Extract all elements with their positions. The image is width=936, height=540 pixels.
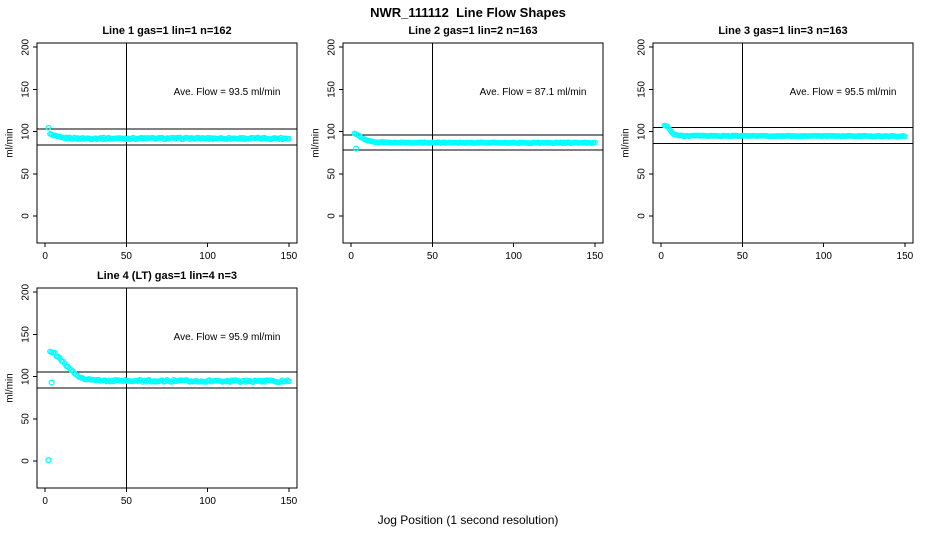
x-axis-label: Jog Position (1 second resolution): [377, 513, 559, 527]
plot-box: [36, 42, 298, 244]
y-tick-label: 50: [327, 168, 338, 180]
y-tick-label: 0: [21, 458, 32, 464]
x-axis: 0 50 100 150: [42, 488, 298, 507]
data-point: [592, 139, 598, 146]
x-tick-label: 150: [897, 251, 914, 262]
y-tick-label: 200: [637, 38, 648, 55]
x-tick-label: 100: [199, 251, 216, 262]
data-points: [661, 122, 908, 140]
x-tick-label: 150: [281, 251, 298, 262]
data-points: [351, 130, 598, 152]
y-axis-title: ml/min: [5, 373, 16, 402]
ave-flow-annotation: Ave. Flow = 95.5 ml/min: [790, 87, 897, 98]
panel-3: 0 50 100 150 0 50 100 150 200 ml/min Line 3 gas=1 …: [621, 25, 914, 262]
x-tick-label: 100: [505, 251, 522, 262]
x-tick-label: 0: [658, 251, 664, 262]
y-axis: 0 50 100 150 200 ml/min: [311, 38, 343, 219]
panel-title: Line 2 gas=1 lin=2 n=163: [408, 25, 537, 37]
y-tick-label: 100: [327, 123, 338, 140]
panel-title: Line 4 (LT) gas=1 lin=4 n=3: [97, 270, 237, 282]
data-points: [45, 348, 292, 464]
data-points: [45, 124, 292, 143]
x-tick-label: 0: [42, 496, 48, 507]
y-axis: 0 50 100 150 200 ml/min: [5, 283, 37, 464]
x-tick-label: 150: [587, 251, 604, 262]
x-tick-label: 50: [427, 251, 439, 262]
y-tick-label: 50: [637, 168, 648, 180]
y-axis: 0 50 100 150 200 ml/min: [5, 38, 37, 219]
x-tick-label: 50: [121, 496, 133, 507]
y-tick-label: 50: [21, 413, 32, 425]
y-tick-label: 150: [327, 81, 338, 98]
ave-flow-annotation: Ave. Flow = 87.1 ml/min: [480, 87, 587, 98]
panel-2: 0 50 100 150 0 50 100 150 200 ml/min Line 2 gas=1 …: [311, 25, 604, 262]
y-axis: 0 50 100 150 200 ml/min: [621, 38, 653, 219]
y-tick-label: 100: [21, 123, 32, 140]
panel-4: 0 50 100 150 0 50 100 150 200 ml/min Line 4 (LT) g…: [5, 270, 298, 507]
y-tick-label: 200: [21, 283, 32, 300]
y-tick-label: 150: [21, 81, 32, 98]
plot-box: [342, 42, 604, 244]
data-point: [902, 133, 908, 140]
ave-flow-annotation: Ave. Flow = 95.9 ml/min: [174, 332, 281, 343]
y-tick-label: 150: [637, 81, 648, 98]
x-tick-label: 100: [815, 251, 832, 262]
figure-title: NWR_111112 Line Flow Shapes: [370, 5, 566, 20]
x-tick-label: 50: [737, 251, 749, 262]
ave-flow-annotation: Ave. Flow = 93.5 ml/min: [174, 87, 281, 98]
x-tick-label: 150: [281, 496, 298, 507]
y-tick-label: 0: [637, 213, 648, 219]
data-point: [286, 378, 292, 385]
x-axis: 0 50 100 150: [42, 243, 298, 262]
data-point: [286, 135, 292, 142]
y-tick-label: 150: [21, 326, 32, 343]
y-tick-label: 100: [21, 368, 32, 385]
y-tick-label: 200: [327, 38, 338, 55]
panel-title: Line 3 gas=1 lin=3 n=163: [718, 25, 847, 37]
y-tick-label: 50: [21, 168, 32, 180]
panel-1: 0 50 100 150 0 50 100 150 200 ml/min Line 1 gas=1 …: [5, 25, 298, 262]
y-tick-label: 0: [21, 213, 32, 219]
y-tick-label: 200: [21, 38, 32, 55]
y-axis-title: ml/min: [311, 128, 322, 157]
x-tick-label: 50: [121, 251, 133, 262]
x-tick-label: 0: [42, 251, 48, 262]
y-axis-title: ml/min: [5, 128, 16, 157]
data-point: [45, 124, 52, 131]
y-tick-label: 100: [637, 123, 648, 140]
y-axis-title: ml/min: [621, 128, 632, 157]
outlier-point: [48, 379, 55, 386]
outlier-point: [352, 145, 360, 152]
panel-title: Line 1 gas=1 lin=1 n=162: [102, 25, 231, 37]
x-axis: 0 50 100 150: [658, 243, 914, 262]
y-tick-label: 0: [327, 213, 338, 219]
outlier-point: [45, 457, 52, 464]
x-tick-label: 0: [348, 251, 354, 262]
x-tick-label: 100: [199, 496, 216, 507]
x-axis: 0 50 100 150: [348, 243, 604, 262]
